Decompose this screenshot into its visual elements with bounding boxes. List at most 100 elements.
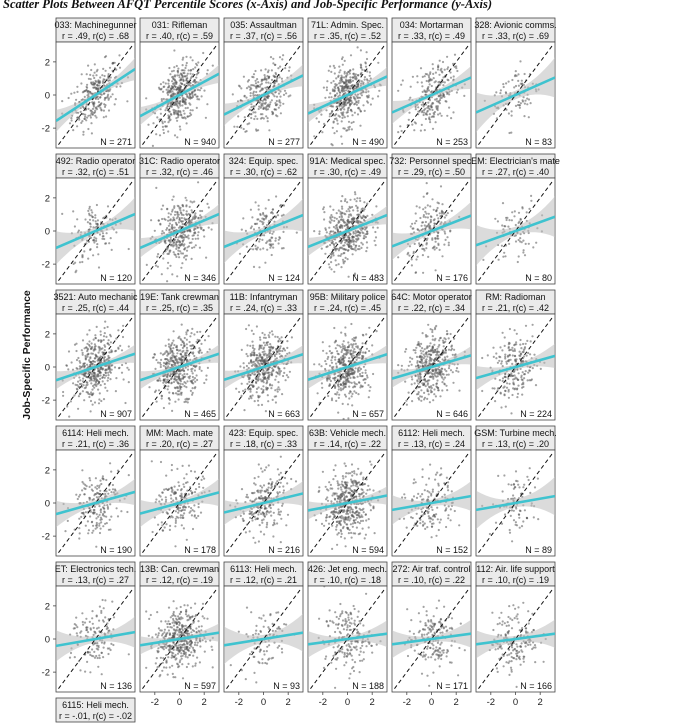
data-point xyxy=(313,135,316,138)
data-point xyxy=(452,111,455,114)
data-point xyxy=(181,346,184,349)
data-point xyxy=(190,332,193,335)
data-point xyxy=(127,368,130,371)
data-point xyxy=(325,109,328,112)
data-point xyxy=(104,374,108,377)
data-point xyxy=(265,388,268,391)
data-point xyxy=(352,95,355,98)
data-point xyxy=(445,373,448,376)
data-point xyxy=(279,112,282,115)
data-point xyxy=(269,352,273,356)
data-point xyxy=(91,113,94,116)
data-point xyxy=(278,347,282,350)
data-point xyxy=(184,354,187,357)
data-point xyxy=(95,379,98,382)
data-point xyxy=(285,374,288,377)
data-point xyxy=(191,391,194,394)
data-point xyxy=(338,220,341,224)
data-point xyxy=(193,200,196,203)
data-point xyxy=(248,397,251,400)
data-point xyxy=(180,243,183,246)
data-point xyxy=(106,205,110,208)
data-point xyxy=(178,358,181,361)
data-point xyxy=(431,67,435,70)
panel-correlations: r = .33, r(c) = .49 xyxy=(398,31,465,41)
data-point xyxy=(78,118,81,121)
data-point xyxy=(266,108,270,111)
plot-content xyxy=(392,181,471,281)
data-point xyxy=(274,401,277,404)
data-point xyxy=(348,241,351,244)
data-point xyxy=(365,78,369,81)
data-point xyxy=(346,226,349,229)
data-point xyxy=(414,212,417,215)
data-point xyxy=(270,78,274,81)
data-point xyxy=(337,411,340,414)
data-point xyxy=(274,103,277,106)
data-point xyxy=(436,235,439,238)
data-point xyxy=(274,358,277,361)
data-point xyxy=(341,195,344,198)
data-point xyxy=(268,384,272,387)
data-point xyxy=(250,84,253,87)
data-point xyxy=(166,93,170,96)
data-point xyxy=(106,342,109,345)
data-point xyxy=(340,200,343,203)
data-point xyxy=(195,340,198,343)
data-point xyxy=(70,117,73,120)
data-point xyxy=(169,348,172,351)
data-point xyxy=(364,351,367,354)
data-point xyxy=(258,240,261,243)
data-point xyxy=(102,338,105,342)
data-point xyxy=(336,119,339,122)
data-point xyxy=(445,214,448,217)
data-point xyxy=(502,83,505,86)
data-point xyxy=(340,389,343,392)
data-point xyxy=(187,237,190,240)
data-point xyxy=(99,330,102,333)
data-point xyxy=(350,322,353,326)
data-point xyxy=(329,243,332,247)
data-point xyxy=(178,240,182,243)
data-point xyxy=(249,247,252,250)
data-point xyxy=(351,346,354,349)
data-point xyxy=(235,387,238,390)
data-point xyxy=(441,203,444,206)
data-point xyxy=(176,393,179,396)
data-point xyxy=(77,116,80,119)
data-point xyxy=(251,340,254,343)
data-point xyxy=(197,71,200,74)
panel-correlations: r = .25, r(c) = .44 xyxy=(62,303,129,313)
data-point xyxy=(93,401,97,404)
data-point xyxy=(185,333,188,336)
data-point xyxy=(98,347,101,350)
data-point xyxy=(61,212,64,215)
data-point xyxy=(164,344,167,347)
data-point xyxy=(330,105,333,108)
data-point xyxy=(349,76,352,79)
data-point xyxy=(261,217,264,220)
data-point xyxy=(427,212,430,215)
data-point xyxy=(87,107,90,110)
data-point xyxy=(281,393,284,396)
data-point xyxy=(89,73,92,76)
data-point xyxy=(433,222,436,225)
data-point xyxy=(99,377,102,380)
regression-line xyxy=(308,353,387,381)
data-point xyxy=(104,69,107,72)
data-point xyxy=(106,389,109,392)
panel-header xyxy=(223,289,304,315)
data-point xyxy=(182,209,185,212)
data-point xyxy=(90,109,93,112)
data-point xyxy=(92,360,95,363)
data-point xyxy=(439,69,442,72)
data-point xyxy=(185,199,188,202)
data-point xyxy=(103,326,106,330)
data-point xyxy=(438,83,441,86)
data-point xyxy=(400,83,403,86)
data-point xyxy=(183,83,186,86)
data-point xyxy=(96,88,99,91)
data-point xyxy=(333,66,336,69)
data-point xyxy=(65,364,68,367)
